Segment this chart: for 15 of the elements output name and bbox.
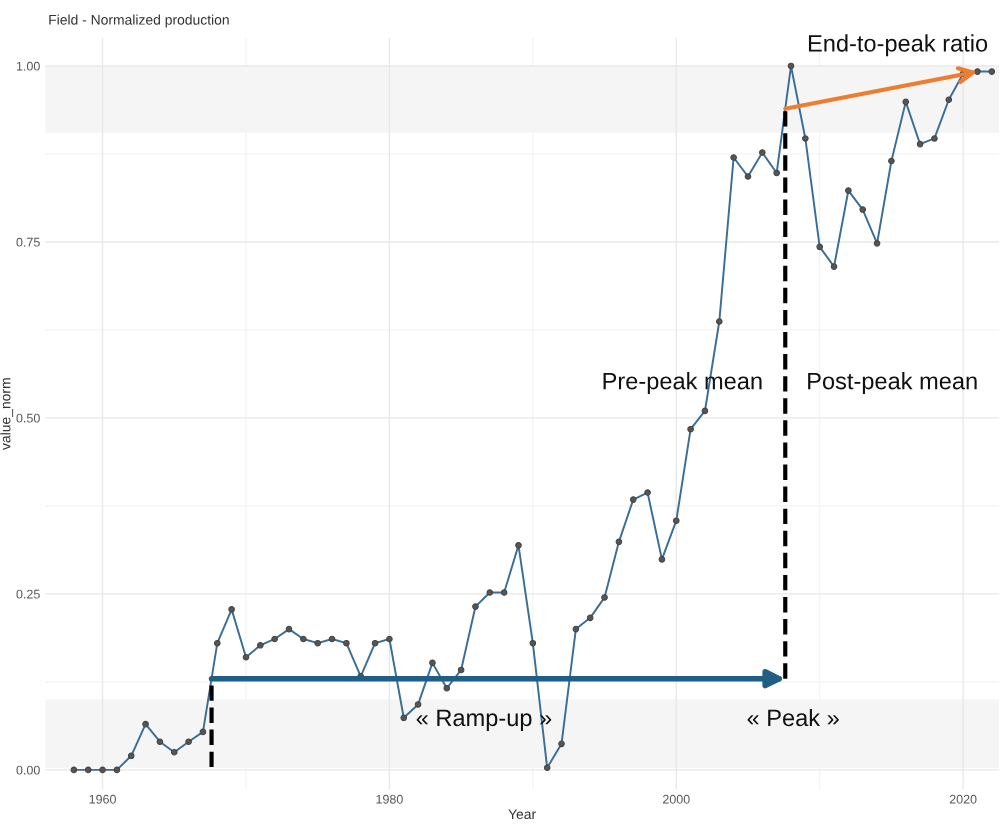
chart-title: Field - Normalized production xyxy=(49,14,229,28)
y-tick-label: 0.25 xyxy=(16,589,40,599)
x-tick-label: 1960 xyxy=(89,794,116,804)
y-tick-label: 0.50 xyxy=(16,413,40,423)
x-tick-label: 1980 xyxy=(376,794,403,804)
x-tick-label: 2000 xyxy=(662,794,690,804)
y-tick-label: 0.75 xyxy=(16,237,40,247)
annotation: « Peak » xyxy=(747,708,839,727)
y-axis-title: value_norm xyxy=(0,378,14,450)
y-tick-label: 0.00 xyxy=(16,765,40,775)
annotation: Post-peak mean xyxy=(808,372,977,395)
x-tick-label: 2020 xyxy=(949,794,977,804)
annotation: End-to-peak ratio xyxy=(808,34,988,57)
y-tick-label: 1.00 xyxy=(16,61,40,71)
x-axis-title: Year xyxy=(508,809,536,820)
